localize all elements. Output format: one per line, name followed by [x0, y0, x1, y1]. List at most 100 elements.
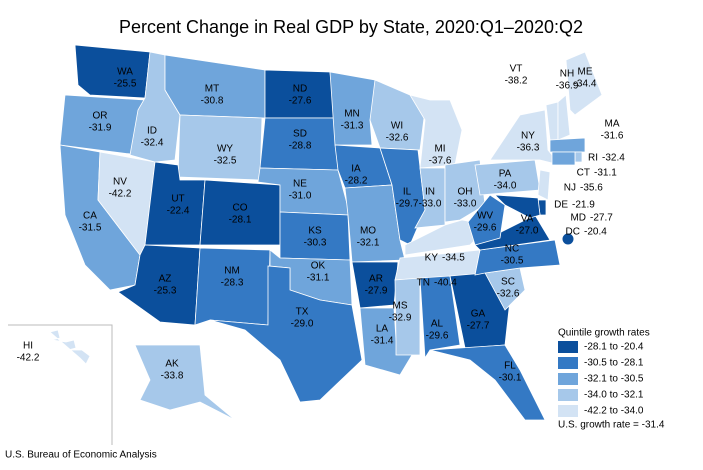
state — [409, 94, 463, 169]
state-name: WI — [391, 121, 403, 132]
state-value: -32.5 — [214, 156, 237, 167]
state-name: WV — [477, 211, 493, 222]
state-name: AZ — [159, 274, 172, 285]
state-value: -31.9 — [89, 123, 112, 134]
state-value: -27.0 — [516, 226, 539, 237]
state-name: NM — [224, 266, 240, 277]
state-value: -25.5 — [114, 79, 137, 90]
state — [549, 137, 586, 153]
state-name: IN — [425, 187, 435, 198]
state — [565, 51, 603, 116]
state-name: ID — [147, 126, 157, 137]
state-name: OR — [93, 111, 108, 122]
state — [474, 214, 551, 251]
state-value: -33.0 — [419, 199, 442, 210]
state — [419, 275, 461, 360]
state-value: -29.6 — [426, 331, 449, 342]
state-name: KS — [308, 226, 322, 237]
state-value: -29.6 — [474, 223, 497, 234]
state-name: GA — [471, 309, 486, 320]
legend-swatch — [558, 389, 578, 401]
state-value: -30.5 — [501, 256, 524, 267]
state-name: MN — [344, 109, 360, 120]
state-name: DC — [566, 227, 580, 238]
state-name: PA — [499, 169, 512, 180]
legend-label: -28.1 to -20.4 — [584, 342, 644, 353]
state-value: -31.4 — [371, 336, 394, 347]
state-name: NC — [505, 244, 519, 255]
state — [134, 344, 236, 421]
state-value: -32.6 — [386, 133, 409, 144]
state-value: -30.1 — [499, 373, 522, 384]
state-name: DE — [554, 200, 568, 211]
state — [444, 159, 486, 223]
state — [351, 261, 399, 309]
state-value: -31.0 — [289, 191, 312, 202]
state-value: -37.6 — [429, 156, 452, 167]
state-name: MO — [360, 226, 376, 237]
legend: Quintile growth rates U.S. growth rate =… — [558, 328, 665, 431]
state-value: -34.4 — [574, 79, 597, 90]
state-name: AR — [369, 274, 383, 285]
state-name: VT — [510, 64, 523, 75]
state-value: -40.4 — [434, 278, 457, 289]
state-value: -27.7 — [467, 321, 490, 332]
state-name: LA — [376, 324, 389, 335]
state-name: AK — [165, 359, 179, 370]
state-name: MI — [434, 144, 445, 155]
states — [49, 44, 603, 421]
state-value: -32.1 — [357, 238, 380, 249]
state-name: NH — [560, 69, 574, 80]
state — [74, 44, 151, 99]
state — [561, 232, 575, 246]
state-value: -22.4 — [167, 206, 190, 217]
state-name: IA — [351, 164, 361, 175]
legend-swatch — [558, 405, 578, 417]
state-name: OK — [311, 261, 326, 272]
state-value: -27.6 — [289, 96, 312, 107]
state-value: -35.6 — [580, 183, 603, 194]
state-name: TN — [417, 278, 430, 289]
state-value: -32.4 — [602, 153, 625, 164]
legend-label: -42.2 to -34.0 — [584, 406, 644, 417]
state — [49, 329, 91, 365]
state-name: OH — [458, 187, 473, 198]
state-labels: WA-25.5OR-31.9CA-31.5NV-42.2ID-32.4MT-30… — [17, 64, 626, 384]
state — [551, 151, 576, 166]
state-value: -36.9 — [556, 81, 579, 92]
legend-label: -34.0 to -32.1 — [584, 390, 644, 401]
legend-label: -32.1 to -30.5 — [584, 374, 644, 385]
state-value: -31.5 — [79, 223, 102, 234]
state-name: SD — [293, 129, 307, 140]
state — [489, 109, 562, 166]
state-name: MS — [393, 301, 408, 312]
state-value: -30.3 — [304, 238, 327, 249]
state-name: WA — [117, 67, 133, 78]
state-name: FL — [504, 361, 516, 372]
state-name: NV — [113, 177, 127, 188]
state-name: CT — [577, 168, 590, 179]
state — [209, 265, 363, 403]
state — [414, 167, 446, 229]
state — [493, 194, 541, 219]
state-value: -32.4 — [141, 138, 164, 149]
state-name: AL — [431, 319, 444, 330]
state — [557, 94, 571, 141]
state-name: IL — [403, 187, 412, 198]
state-value: -31.3 — [341, 121, 364, 132]
state-name: RI — [588, 153, 598, 164]
state-value: -34.0 — [494, 181, 517, 192]
state-value: -28.3 — [221, 278, 244, 289]
state — [394, 277, 421, 356]
state-name: MA — [605, 119, 620, 130]
state-value: -28.1 — [229, 215, 252, 226]
state-value: -42.2 — [17, 353, 40, 364]
state-value: -28.8 — [289, 141, 312, 152]
state-name: TX — [296, 307, 309, 318]
state-name: WY — [217, 144, 233, 155]
state-value: -31.1 — [307, 273, 330, 284]
state-name: HI — [23, 341, 33, 352]
state-value: -29.7 — [396, 199, 419, 210]
state-value: -31.6 — [601, 131, 624, 142]
